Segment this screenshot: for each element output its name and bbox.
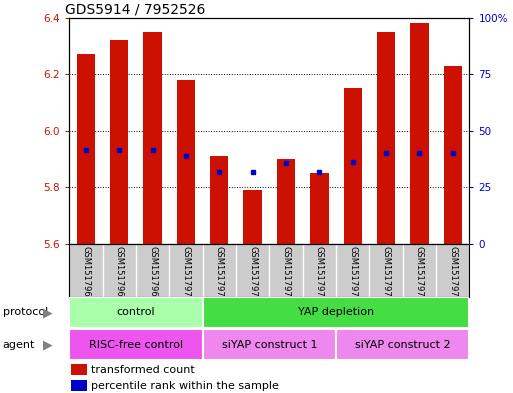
Bar xyxy=(203,329,336,360)
Text: ▶: ▶ xyxy=(43,306,52,319)
Text: GSM1517978: GSM1517978 xyxy=(448,246,457,303)
Bar xyxy=(71,380,87,391)
Bar xyxy=(203,297,469,328)
Text: protocol: protocol xyxy=(3,307,48,318)
Bar xyxy=(110,40,128,244)
Bar xyxy=(336,329,469,360)
Text: transformed count: transformed count xyxy=(91,365,195,375)
Bar xyxy=(210,156,228,244)
Text: GSM1517977: GSM1517977 xyxy=(415,246,424,303)
Text: siYAP construct 2: siYAP construct 2 xyxy=(355,340,450,350)
Text: GSM1517975: GSM1517975 xyxy=(348,246,357,302)
Bar xyxy=(377,32,395,244)
Bar xyxy=(310,173,328,244)
Bar xyxy=(177,80,195,244)
Text: GDS5914 / 7952526: GDS5914 / 7952526 xyxy=(65,2,206,17)
Bar xyxy=(344,88,362,244)
Bar xyxy=(444,66,462,244)
Text: control: control xyxy=(116,307,155,318)
Text: siYAP construct 1: siYAP construct 1 xyxy=(222,340,317,350)
Text: GSM1517973: GSM1517973 xyxy=(282,246,290,303)
Text: GSM1517972: GSM1517972 xyxy=(248,246,257,302)
Bar xyxy=(69,297,203,328)
Text: ▶: ▶ xyxy=(43,338,52,351)
Text: GSM1517974: GSM1517974 xyxy=(315,246,324,302)
Bar xyxy=(77,54,95,244)
Text: GSM1517971: GSM1517971 xyxy=(215,246,224,302)
Text: GSM1517976: GSM1517976 xyxy=(382,246,390,303)
Bar xyxy=(144,32,162,244)
Bar xyxy=(410,23,428,244)
Text: agent: agent xyxy=(3,340,35,350)
Bar xyxy=(69,329,203,360)
Text: GSM1517970: GSM1517970 xyxy=(182,246,190,302)
Text: RISC-free control: RISC-free control xyxy=(89,340,183,350)
Text: GSM1517969: GSM1517969 xyxy=(148,246,157,302)
Text: YAP depletion: YAP depletion xyxy=(298,307,374,318)
Text: GSM1517968: GSM1517968 xyxy=(115,246,124,303)
Bar xyxy=(277,159,295,244)
Text: GSM1517967: GSM1517967 xyxy=(82,246,90,303)
Text: percentile rank within the sample: percentile rank within the sample xyxy=(91,381,279,391)
Bar xyxy=(71,364,87,375)
Bar xyxy=(244,190,262,244)
